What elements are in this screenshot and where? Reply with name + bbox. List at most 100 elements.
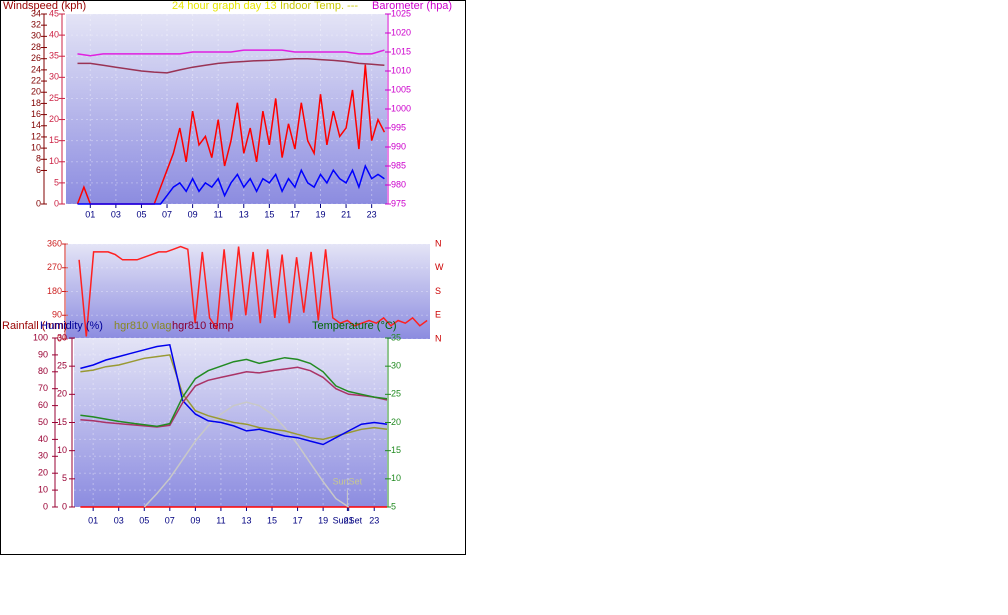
x-tick-label: 09 <box>188 209 198 219</box>
y-tick-label: 30 <box>38 451 48 461</box>
y-tick-label: 10 <box>391 473 401 483</box>
y-tick-label: 22 <box>31 75 41 85</box>
compass-label: S <box>435 286 441 296</box>
y-tick-label: 1010 <box>391 65 411 75</box>
y-tick-label: 35 <box>49 51 59 61</box>
y-tick-label: 990 <box>391 141 406 151</box>
y-tick-label: 1025 <box>391 8 411 18</box>
x-tick-label: 19 <box>318 515 328 525</box>
y-tick-label: 0 <box>54 198 59 208</box>
y-tick-label: 20 <box>391 417 401 427</box>
series-line <box>78 245 428 337</box>
y-tick-label: 20 <box>49 114 59 124</box>
header-label: Humidity (%) <box>40 320 103 332</box>
y-tick-label: 10 <box>31 142 41 152</box>
y-tick-label: 25 <box>391 389 401 399</box>
y-tick-label: 18 <box>31 98 41 108</box>
header-label: Temperature (°C) <box>312 320 396 332</box>
header-label: Barometer (hpa) <box>372 0 452 12</box>
compass-label: N <box>435 333 442 343</box>
y-tick-label: 15 <box>49 135 59 145</box>
x-tick-label: 17 <box>290 209 300 219</box>
x-tick-label: 13 <box>241 515 251 525</box>
y-tick-label: 90 <box>38 349 48 359</box>
x-tick-label: 09 <box>190 515 200 525</box>
header-label: 24 hour graph day 13 <box>172 0 277 12</box>
series-line <box>80 356 388 428</box>
y-tick-label: 5 <box>62 473 67 483</box>
y-tick-label: 5 <box>54 177 59 187</box>
annotation: SunSet <box>333 476 363 486</box>
y-tick-label: 0 <box>57 333 62 343</box>
x-tick-label: 05 <box>136 209 146 219</box>
x-tick-label: 07 <box>162 209 172 219</box>
y-tick-label: 10 <box>57 445 67 455</box>
x-tick-label: 05 <box>139 515 149 525</box>
y-tick-label: 6 <box>36 165 41 175</box>
y-tick-label: 10 <box>38 484 48 494</box>
y-tick-label: 40 <box>49 29 59 39</box>
header-label: hgr810 temp <box>172 320 234 332</box>
y-tick-label: 20 <box>38 468 48 478</box>
y-tick-label: 15 <box>391 445 401 455</box>
x-tick-label: 01 <box>85 209 95 219</box>
series-line <box>77 163 385 205</box>
x-tick-label: 13 <box>239 209 249 219</box>
y-tick-label: 975 <box>391 198 406 208</box>
compass-label: W <box>435 262 444 272</box>
series-line <box>80 354 388 441</box>
x-tick-label: 19 <box>315 209 325 219</box>
y-tick-label: 28 <box>31 42 41 52</box>
y-tick-label: 30 <box>57 332 67 342</box>
y-tick-label: 1000 <box>391 103 411 113</box>
y-tick-label: 35 <box>391 332 401 342</box>
x-tick-label: 11 <box>216 515 225 525</box>
x-tick-label: 23 <box>367 209 377 219</box>
x-tick-label: 23 <box>369 515 379 525</box>
x-tick-label: 21 <box>344 515 354 525</box>
x-tick-label: 01 <box>88 515 98 525</box>
y-tick-label: 995 <box>391 122 406 132</box>
y-tick-label: 30 <box>391 361 401 371</box>
y-tick-label: 45 <box>49 8 59 18</box>
series-line <box>77 58 385 74</box>
x-tick-label: 07 <box>165 515 175 525</box>
x-tick-label: 15 <box>264 209 274 219</box>
y-tick-label: 985 <box>391 160 406 170</box>
header-label: Rainfall (mm) <box>2 320 67 332</box>
y-tick-label: 360 <box>47 238 62 248</box>
y-tick-label: 60 <box>38 400 48 410</box>
y-tick-label: 980 <box>391 179 406 189</box>
y-tick-label: 30 <box>49 72 59 82</box>
y-tick-label: 90 <box>52 310 62 320</box>
header-label: Windspeed (kph) <box>3 0 86 12</box>
header-label: hgr810 vlag <box>114 320 172 332</box>
y-tick-label: 0 <box>36 198 41 208</box>
x-tick-label: 21 <box>341 209 351 219</box>
y-tick-label: 80 <box>38 366 48 376</box>
y-tick-label: 25 <box>49 93 59 103</box>
x-tick-label: 03 <box>114 515 124 525</box>
y-tick-label: 20 <box>57 389 67 399</box>
x-tick-label: 03 <box>111 209 121 219</box>
y-tick-label: 5 <box>391 501 396 511</box>
y-tick-label: 14 <box>31 120 41 130</box>
y-tick-label: 25 <box>57 361 67 371</box>
y-tick-label: 16 <box>31 109 41 119</box>
series-line <box>143 401 350 508</box>
y-tick-label: 100 <box>33 332 48 342</box>
series-line <box>80 343 388 446</box>
series-line <box>80 366 388 428</box>
y-tick-label: 12 <box>31 131 41 141</box>
x-tick-label: 15 <box>267 515 277 525</box>
y-tick-label: 1005 <box>391 84 411 94</box>
y-tick-label: 30 <box>31 31 41 41</box>
y-tick-label: 180 <box>47 286 62 296</box>
y-tick-label: 20 <box>31 87 41 97</box>
compass-label: E <box>435 310 441 320</box>
y-tick-label: 8 <box>36 154 41 164</box>
header-label: Indoor Temp. --- <box>280 0 358 12</box>
y-tick-label: 1015 <box>391 46 411 56</box>
y-tick-label: 270 <box>47 262 62 272</box>
